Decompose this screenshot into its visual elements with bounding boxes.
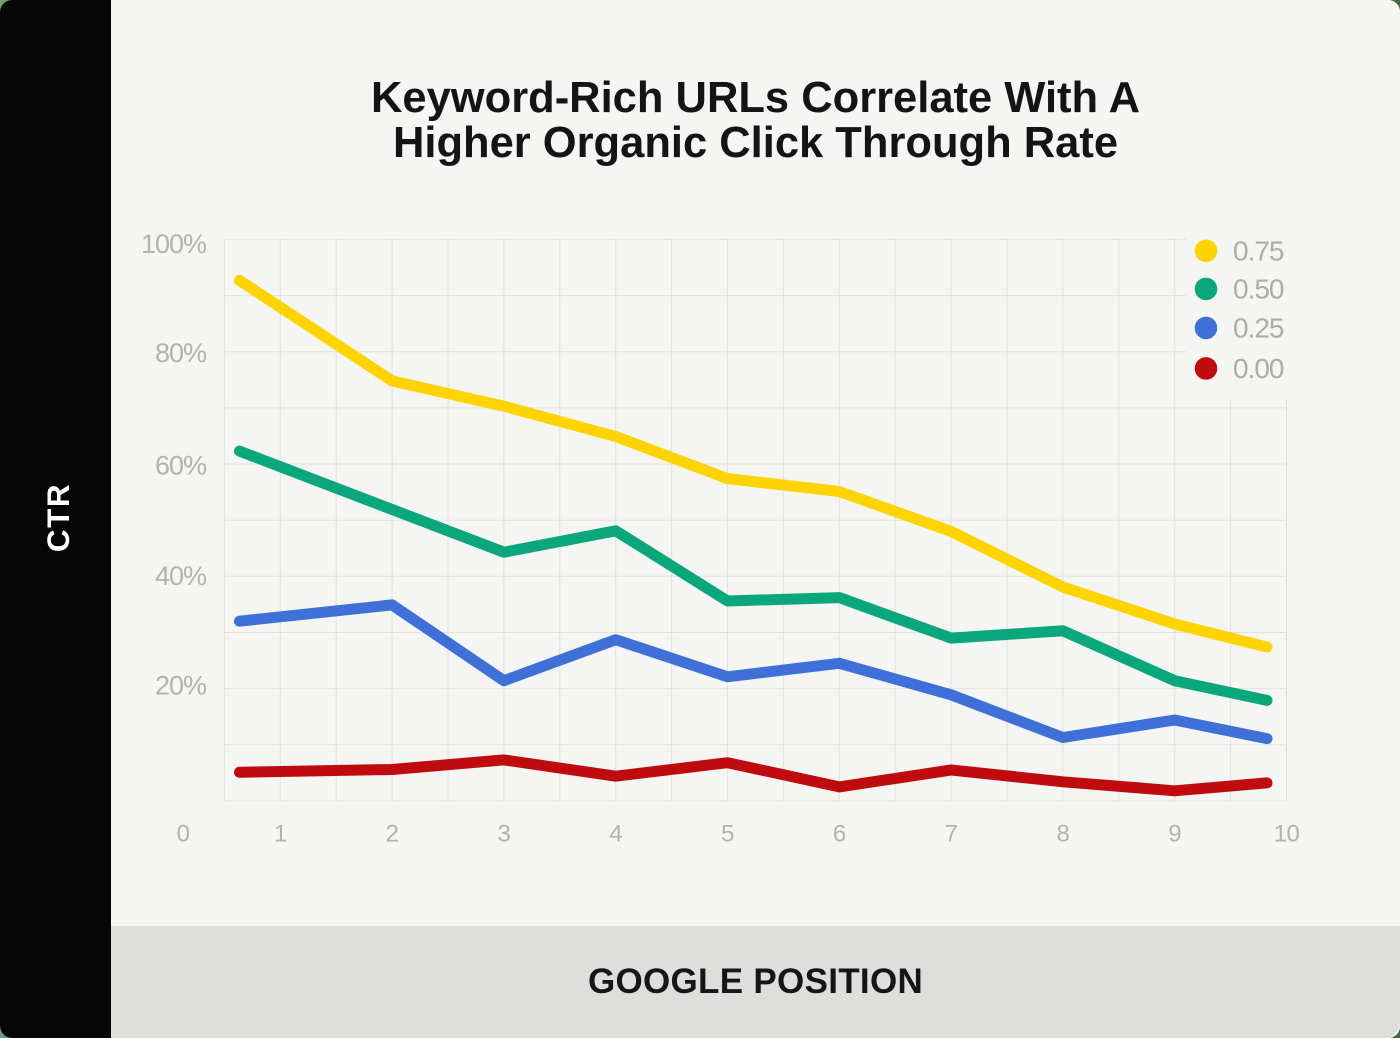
svg-text:9: 9 [1168, 821, 1181, 848]
svg-text:6: 6 [833, 821, 846, 848]
svg-text:60%: 60% [155, 451, 207, 481]
svg-text:8: 8 [1056, 821, 1069, 848]
svg-text:0.50: 0.50 [1233, 274, 1284, 305]
svg-text:0.25: 0.25 [1233, 313, 1284, 344]
svg-text:0.00: 0.00 [1233, 353, 1284, 384]
svg-text:80%: 80% [155, 338, 207, 368]
svg-text:4: 4 [609, 821, 622, 848]
svg-text:10: 10 [1274, 821, 1300, 848]
svg-text:0.75: 0.75 [1233, 236, 1284, 267]
svg-text:20%: 20% [155, 671, 207, 701]
svg-text:3: 3 [497, 821, 510, 848]
svg-text:5: 5 [721, 821, 734, 848]
svg-text:2: 2 [386, 821, 399, 848]
svg-text:40%: 40% [155, 561, 207, 591]
svg-text:100%: 100% [141, 229, 207, 259]
svg-text:7: 7 [945, 821, 958, 848]
svg-text:0: 0 [177, 821, 190, 848]
svg-text:1: 1 [274, 821, 287, 848]
